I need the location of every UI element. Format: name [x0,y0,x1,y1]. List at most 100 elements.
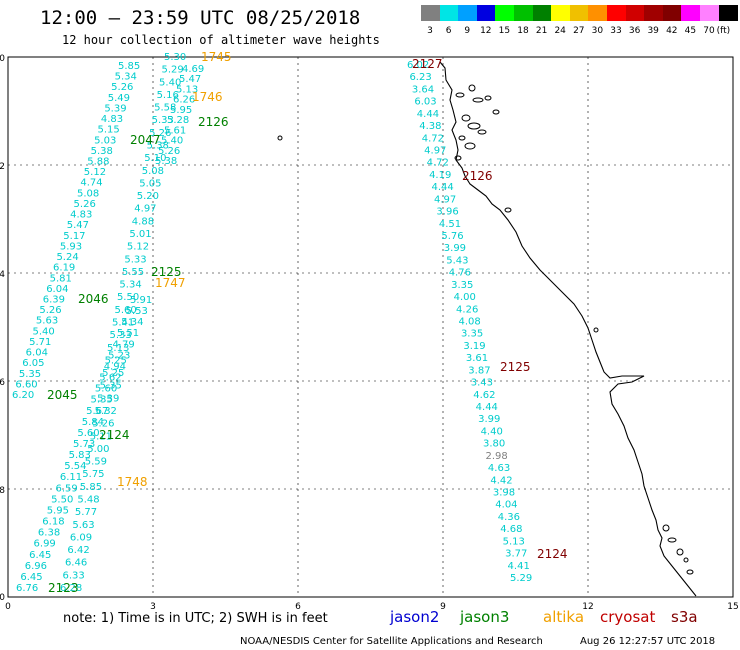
track-b-value: 5.40 [159,77,181,88]
track-a-value: 5.26 [74,199,96,210]
track-b-value: 5.10 [144,153,166,164]
track-b-value: 5.32 [95,406,117,417]
track-c-value: 5.53 [126,306,148,317]
track-e-value: 4.44 [417,109,439,120]
track-e-value: 3.35 [451,280,473,291]
island [492,109,500,115]
track-a-value: 5.39 [104,103,126,114]
track-b-value: 5.48 [77,495,99,506]
track-b-value: 6.09 [70,532,92,543]
track-b-value: 5.25 [105,355,127,366]
legend-swatch [532,5,552,21]
island [593,327,599,333]
track-b-value: 5.13 [107,343,129,354]
time-label: 2123 [48,581,79,595]
map-frame [7,56,734,598]
track-b-value: 4.88 [132,216,154,227]
island [468,84,476,92]
track-d-value: 5.26 [158,146,180,157]
track-a-value: 5.26 [111,82,133,93]
track-e-value: 4.97 [434,194,456,205]
track-c-value: 5.73 [73,439,95,450]
track-d-value: 5.13 [176,84,198,95]
y-tick-label: -6 [0,378,5,388]
track-c-value: 6.96 [25,561,47,572]
track-a-value: 5.38 [91,146,113,157]
legend-swatch [476,5,496,21]
track-b-value: 5.59 [85,457,107,468]
satellite-jason3-label: jason3 [460,608,510,626]
track-b-value: 6.28 [60,583,82,594]
track-d-value: 5.38 [155,156,177,167]
y-tick-label: -10 [0,593,5,603]
legend-swatch [421,5,441,21]
legend-swatch [551,5,571,21]
track-a-value: 5.49 [108,93,130,104]
track-a-value: 4.74 [80,178,102,189]
legend-swatch [700,5,720,21]
x-tick-label: 6 [295,602,301,612]
track-c-value: 6.11 [60,472,82,483]
track-e-value: 3.43 [471,378,493,389]
legend-swatch [439,5,459,21]
track-b-value: 5.75 [82,469,104,480]
time-label: 2046 [78,292,109,306]
track-d-value: 6.26 [173,95,195,106]
track-e-value: 4.76 [449,268,471,279]
legend-swatch [495,5,515,21]
track-a-value: 6.39 [43,294,65,305]
track-a-value: 5.81 [50,273,72,284]
track-b-value: 6.42 [67,545,89,556]
legend-label: 30 [591,26,604,36]
track-e-value: 4.08 [459,317,481,328]
legend-label: 42 [666,26,678,36]
track-a-value: 5.85 [118,61,140,72]
track-a-value: 5.93 [60,241,82,252]
island [458,135,466,141]
track-b-value: 5.33 [152,115,174,126]
track-b-value: 4.97 [134,204,156,215]
satellite-s3a-label: s3a [671,608,698,626]
satellite-altika-label: altika [543,608,585,626]
track-e-value: 2.98 [485,451,507,462]
track-e-value: 4.00 [454,292,476,303]
track-c-value: 4.94 [104,361,126,372]
island [464,142,476,150]
legend-swatch [588,5,608,21]
credit-source: NOAA/NESDIS Center for Satellite Applica… [240,636,543,647]
track-c-value: 6.18 [42,517,64,528]
x-tick-label: 9 [440,602,446,612]
legend-label: 36 [628,26,641,36]
y-tick-label: -8 [0,486,5,496]
track-a-value: 6.04 [26,348,48,359]
track-e-value: 4.40 [481,426,503,437]
track-e-value: 4.72 [422,133,444,144]
track-a-value: 4.83 [70,210,92,221]
track-a-value: 5.47 [67,220,89,231]
track-e-value: 3.77 [505,549,527,560]
time-label: 2124 [99,428,130,442]
track-b-value: 5.25 [102,368,124,379]
track-e-value: 6.23 [409,72,431,83]
track-e-value: 4.38 [419,121,441,132]
track-a-value: 5.26 [39,305,61,316]
track-c-value: 5.91 [130,295,152,306]
legend-label: 24 [554,26,566,36]
legend-swatch [681,5,701,21]
track-d-value: 5.95 [170,105,192,116]
island [667,537,677,543]
satellite-jason2-label: jason2 [390,608,440,626]
track-c-value: 5.62 [99,373,121,384]
track-b-value: 5.63 [72,520,94,531]
time-label: 1747 [155,276,186,290]
track-b-value: 5.41 [112,318,134,329]
time-label: 2126 [462,169,493,183]
track-b-value: 5.26 [149,128,171,139]
time-label: 2125 [500,360,531,374]
track-c-value: 6.45 [29,550,51,561]
track-c-value: 5.54 [64,461,86,472]
legend-label: 3 [427,26,433,36]
track-e-value: 5.29 [510,573,532,584]
track-a-value: 5.40 [33,326,55,337]
footer-note: note: 1) Time is in UTC; 2) SWH is in fe… [63,611,328,626]
